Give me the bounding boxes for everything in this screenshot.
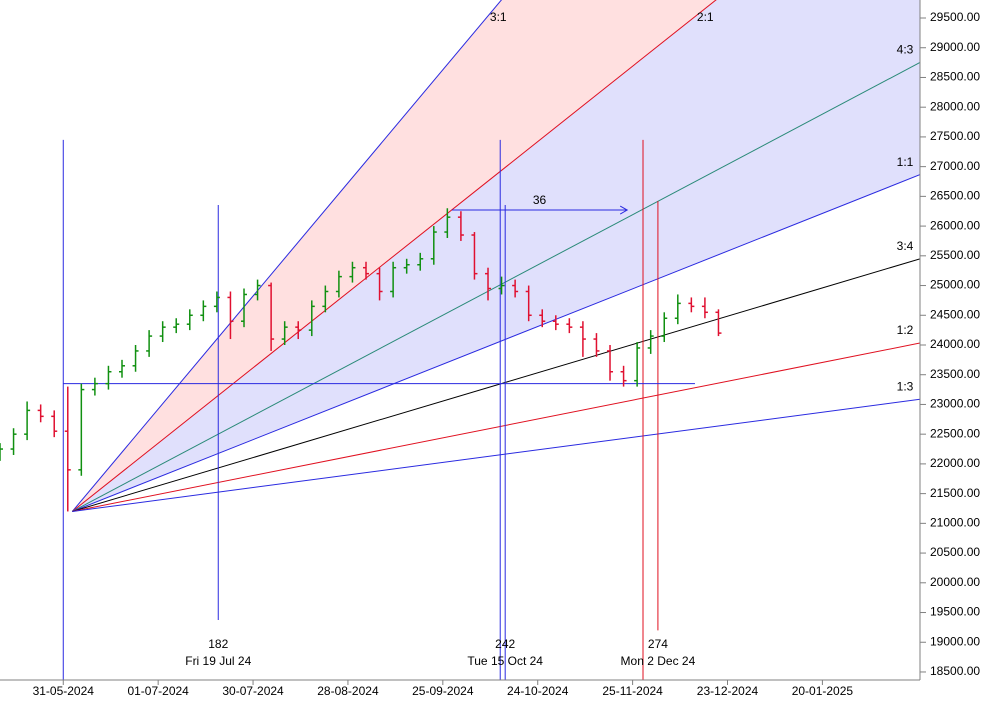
cycle-count: 242 <box>495 637 515 651</box>
y-tick-label: 29500.00 <box>930 10 980 24</box>
y-tick-label: 27500.00 <box>930 129 980 143</box>
y-tick-label: 18500.00 <box>930 664 980 678</box>
y-tick-label: 25000.00 <box>930 278 980 292</box>
fan-line <box>72 62 920 512</box>
x-tick-label: 23-12-2024 <box>697 684 759 698</box>
x-tick-label: 31-05-2024 <box>33 684 95 698</box>
x-tick-label: 30-07-2024 <box>222 684 284 698</box>
price-bars <box>0 208 722 512</box>
x-tick-label: 24-10-2024 <box>507 684 569 698</box>
cycle-count: 182 <box>208 637 228 651</box>
cycle-date: Tue 15 Oct 24 <box>467 654 543 668</box>
axes: 18500.00 19000.00 19500.00 20000.00 20500.00… <box>0 0 980 698</box>
y-tick-label: 23500.00 <box>930 367 980 381</box>
y-tick-label: 23000.00 <box>930 397 980 411</box>
y-tick-label: 20500.00 <box>930 545 980 559</box>
fan-label: 3:4 <box>897 239 914 253</box>
x-tick-label: 28-08-2024 <box>317 684 379 698</box>
y-tick-label: 26000.00 <box>930 218 980 232</box>
y-tick-label: 24500.00 <box>930 307 980 321</box>
y-tick-label: 19500.00 <box>930 605 980 619</box>
x-tick-label: 25-09-2024 <box>412 684 474 698</box>
fan-line <box>72 342 920 512</box>
y-tick-label: 26500.00 <box>930 189 980 203</box>
y-tick-label: 21500.00 <box>930 486 980 500</box>
fan-label: 1:2 <box>897 323 914 337</box>
fan-label: 4:3 <box>897 43 914 57</box>
x-tick-label: 01-07-2024 <box>127 684 189 698</box>
y-tick-label: 29000.00 <box>930 40 980 54</box>
fan-line <box>72 174 920 512</box>
fan-label: 3:1 <box>490 10 507 24</box>
cycle-date: Mon 2 Dec 24 <box>621 654 696 668</box>
x-tick-label: 20-01-2025 <box>792 684 854 698</box>
fan-label: 1:3 <box>897 379 914 393</box>
arrow-head <box>619 205 629 215</box>
y-tick-label: 22000.00 <box>930 456 980 470</box>
y-tick-label: 28500.00 <box>930 70 980 84</box>
y-tick-label: 21000.00 <box>930 516 980 530</box>
fan-line <box>71 0 503 512</box>
y-tick-label: 27000.00 <box>930 159 980 173</box>
fan-line <box>71 0 717 512</box>
arrow-label: 36 <box>533 193 547 207</box>
overlays <box>62 0 920 680</box>
y-tick-label: 28000.00 <box>930 99 980 113</box>
y-tick-label: 25500.00 <box>930 248 980 262</box>
x-tick-label: 25-11-2024 <box>602 684 663 698</box>
y-tick-label: 22500.00 <box>930 426 980 440</box>
y-tick-label: 19000.00 <box>930 634 980 648</box>
fan-line <box>72 258 920 512</box>
y-tick-label: 24000.00 <box>930 337 980 351</box>
fan-label: 1:1 <box>897 155 914 169</box>
fan-label: 2:1 <box>697 10 714 24</box>
fan-line <box>72 398 920 512</box>
y-tick-label: 20000.00 <box>930 575 980 589</box>
cycle-count: 274 <box>648 637 668 651</box>
cycle-date: Fri 19 Jul 24 <box>185 654 251 668</box>
